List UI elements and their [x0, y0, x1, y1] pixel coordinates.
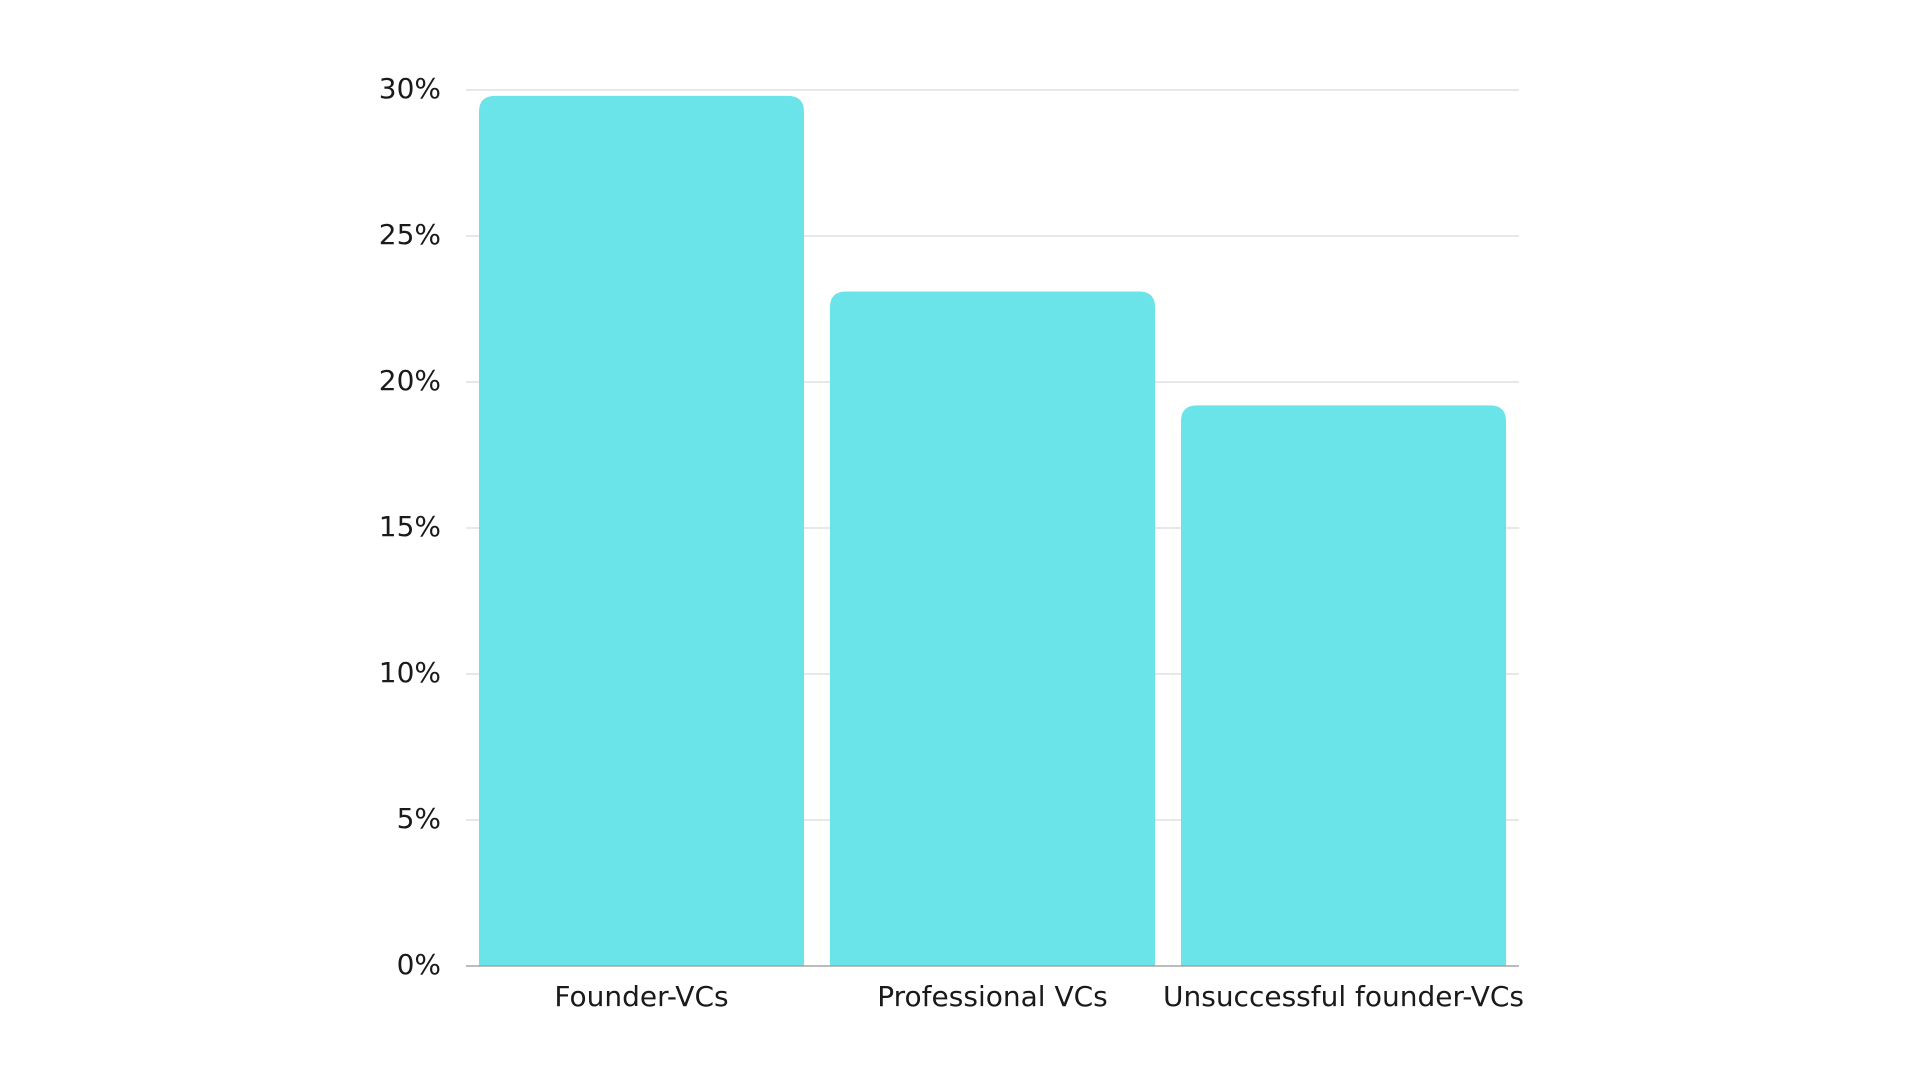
- x-tick-label: Professional VCs: [877, 980, 1107, 1013]
- bar: [1180, 405, 1507, 966]
- bar: [829, 291, 1156, 967]
- bar: [478, 95, 805, 967]
- y-tick-label: 15%: [379, 510, 441, 543]
- x-tick-label: Unsuccessful founder-VCs: [1163, 980, 1524, 1013]
- y-tick-label: 5%: [397, 802, 441, 835]
- y-tick-label: 10%: [379, 656, 441, 689]
- x-tick-label: Founder-VCs: [554, 980, 728, 1013]
- y-tick-label: 0%: [397, 948, 441, 981]
- y-tick-label: 20%: [379, 364, 441, 397]
- y-tick-label: 25%: [379, 218, 441, 251]
- y-tick-label: 30%: [379, 72, 441, 105]
